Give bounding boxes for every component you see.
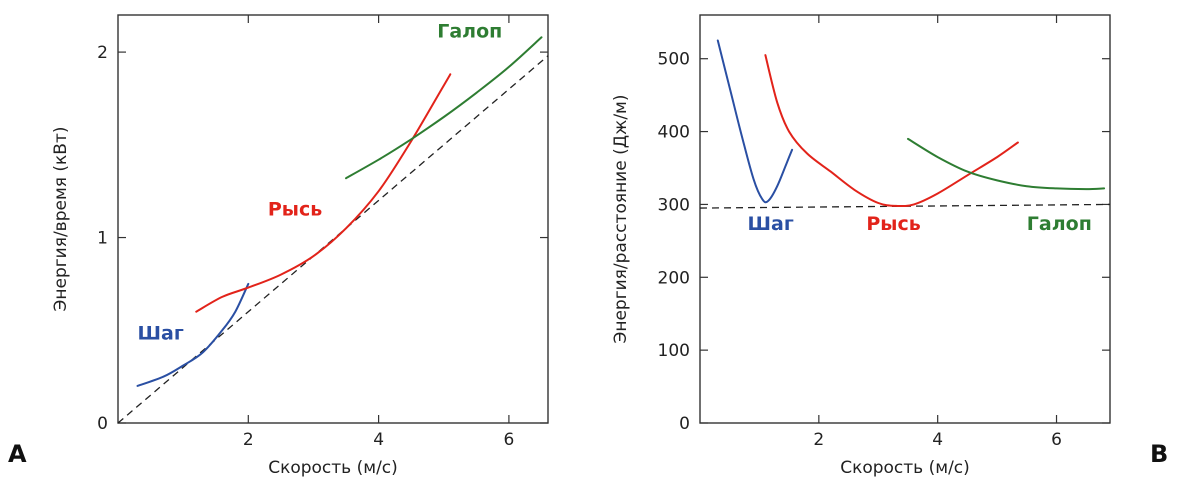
y-tick-label-b-5: 500 [658, 50, 690, 70]
y-tick-label-b-1: 100 [658, 341, 690, 361]
series-line-b-1 [764, 54, 1019, 208]
y-tick-label-b-4: 400 [658, 123, 690, 143]
y-axis-title-b: Энергия/расстояние (Дж/м) [611, 94, 631, 343]
series-line-b-2 [907, 137, 1106, 191]
plot-frame-b [699, 14, 1111, 424]
y-tick-label-b-3: 300 [658, 195, 690, 215]
y-tick-label-b-0: 0 [679, 414, 690, 434]
y-tick-label-a-0: 0 [97, 414, 108, 434]
panel-letter-b: B [1150, 440, 1168, 468]
x-tick-label-b-2: 6 [1051, 430, 1062, 450]
series-label-b-0: Шаг [748, 213, 794, 235]
x-axis-title-a: Скорость (м/с) [268, 458, 398, 478]
series-line-b-0 [716, 39, 794, 204]
chart-panel-a: 2 4 6 0 1 2 Скорость (м/с) Энергия/время (кВт) Ш… [8, 14, 549, 478]
x-tick-label-b-1: 4 [932, 430, 943, 450]
x-axis-title-b: Скорость (м/с) [840, 458, 970, 478]
y-axis-title-a: Энергия/время (кВт) [51, 127, 71, 312]
x-tick-label-a-2: 6 [503, 430, 514, 450]
panel-letter-a: A [8, 440, 27, 468]
series-label-a-2: Галоп [437, 20, 502, 42]
x-tick-label-b-0: 2 [813, 430, 824, 450]
series-label-a-1: Рысь [268, 198, 322, 220]
plot-frame-a [117, 14, 549, 424]
series-line-a-0 [136, 282, 250, 387]
series-line-a-1 [195, 73, 452, 313]
series-label-b-2: Галоп [1027, 213, 1092, 235]
series-label-b-1: Рысь [866, 213, 920, 235]
chart-panel-b: 2 4 6 0 100 200 300 400 500 Скорость (м/с) Энергия… [611, 14, 1168, 478]
y-tick-label-a-2: 2 [97, 43, 108, 63]
x-tick-label-a-1: 4 [373, 430, 384, 450]
y-tick-label-a-1: 1 [97, 229, 108, 249]
series-line-a-2 [345, 36, 543, 180]
y-tick-label-b-2: 200 [658, 268, 690, 288]
series-label-a-0: Шаг [138, 323, 184, 345]
x-tick-label-a-0: 2 [243, 430, 254, 450]
